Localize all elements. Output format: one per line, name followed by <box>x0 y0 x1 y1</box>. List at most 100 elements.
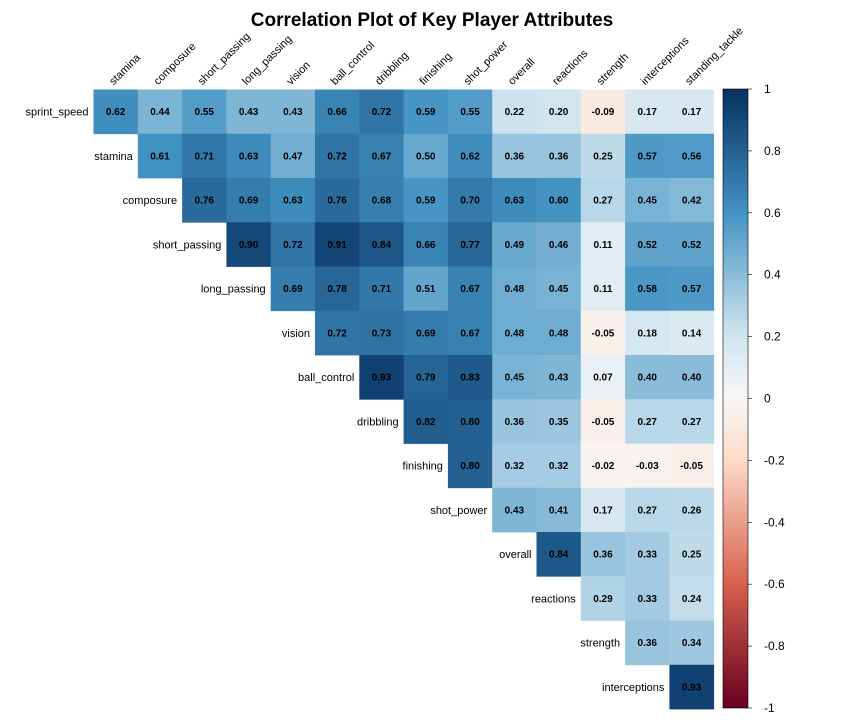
cell-value-label: 0.84 <box>549 550 569 561</box>
cell-value-label: 0.42 <box>682 196 702 207</box>
colorbar: 1 0.8 0.6 0.4 0.2 0 -0.2 -0.4 -0.6 -0.8 -1 <box>722 82 785 715</box>
colorbar-tick-label: -0.6 <box>764 577 785 591</box>
heatmap-cell <box>315 133 360 179</box>
heatmap-cell <box>226 133 272 179</box>
cell-value-label: 0.73 <box>372 328 392 339</box>
heatmap-cell <box>315 266 360 312</box>
heatmap-cell <box>359 310 404 356</box>
heatmap-cell <box>182 133 227 179</box>
heatmap-cell <box>580 178 626 223</box>
column-label: vision <box>284 59 312 87</box>
heatmap-cell <box>315 178 360 223</box>
cell-value-label: 0.67 <box>460 328 480 339</box>
row-label: overall <box>499 549 531 561</box>
heatmap-cell <box>270 222 316 267</box>
cell-value-label: 0.80 <box>460 461 480 472</box>
cell-value-label: 0.40 <box>638 373 658 384</box>
heatmap-cell <box>536 443 582 489</box>
cell-value-label: 0.20 <box>549 107 569 118</box>
heatmap-cell <box>669 576 715 621</box>
row-label: vision <box>282 328 310 340</box>
heatmap-cell <box>403 178 449 223</box>
heatmap-cell <box>403 310 449 356</box>
cell-value-label: 0.33 <box>638 594 658 605</box>
heatmap-cell <box>226 222 272 267</box>
heatmap-cell <box>447 222 493 267</box>
heatmap-cell <box>669 133 715 179</box>
row-label: finishing <box>403 461 443 473</box>
cell-value-label: 0.79 <box>416 373 436 384</box>
colorbar-tick-label: -1 <box>764 701 775 715</box>
colorbar-tick-label: 1 <box>764 82 771 96</box>
heatmap-cell <box>359 178 404 223</box>
cell-value-label: 0.27 <box>638 417 658 428</box>
chart-title: Correlation Plot of Key Player Attribute… <box>251 10 613 31</box>
cell-value-label: 0.33 <box>638 550 658 561</box>
column-label: overall <box>506 56 537 87</box>
heatmap-cell <box>669 89 715 135</box>
cell-value-label: 0.69 <box>283 284 303 295</box>
heatmap-cell <box>625 355 670 400</box>
heatmap-cell <box>536 399 582 444</box>
cell-value-label: 0.43 <box>283 107 303 118</box>
heatmap-cell <box>669 399 715 444</box>
heatmap-cell <box>182 178 227 223</box>
cell-value-label: 0.24 <box>682 594 702 605</box>
column-label: ball_control <box>329 39 377 87</box>
heatmap-cell <box>492 355 537 400</box>
cell-value-label: 0.55 <box>460 107 480 118</box>
heatmap-cell <box>625 532 670 577</box>
heatmap-cell <box>536 532 582 577</box>
heatmap-cell <box>270 133 316 179</box>
cell-value-label: 0.72 <box>283 240 303 251</box>
cell-value-label: 0.17 <box>682 107 702 118</box>
cell-value-label: 0.45 <box>505 373 525 384</box>
heatmap-cell <box>359 89 404 135</box>
cell-value-label: 0.60 <box>549 196 569 207</box>
cell-value-label: 0.25 <box>593 151 613 162</box>
cell-value-label: 0.57 <box>638 151 658 162</box>
heatmap-cell <box>359 266 404 312</box>
cell-value-label: 0.48 <box>505 328 525 339</box>
heatmap-cell <box>536 178 582 223</box>
heatmap-cell <box>447 133 493 179</box>
row-label: reactions <box>531 593 576 605</box>
cell-value-label: 0.41 <box>549 505 569 516</box>
cell-value-label: 0.43 <box>239 107 259 118</box>
heatmap-cell <box>580 355 626 400</box>
heatmap-cell <box>625 133 670 179</box>
heatmap-cell <box>625 487 670 533</box>
heatmap-cell <box>625 266 670 312</box>
heatmap-cell <box>536 310 582 356</box>
cell-value-label: 0.91 <box>327 240 347 251</box>
colorbar-tick-label: 0.8 <box>764 144 781 158</box>
colorbar-tick-label: 0.2 <box>764 330 781 344</box>
cell-value-label: 0.63 <box>283 196 303 207</box>
cell-value-label: 0.43 <box>549 373 569 384</box>
column-label: strength <box>595 51 632 88</box>
heatmap-cell <box>580 133 626 179</box>
colorbar-gradient <box>722 88 749 709</box>
cell-value-label: 0.25 <box>682 550 702 561</box>
cell-value-label: 0.43 <box>505 505 525 516</box>
heatmap-cell <box>625 620 670 666</box>
cell-value-label: -0.09 <box>592 107 615 118</box>
heatmap-cell <box>492 487 537 533</box>
heatmap-cell <box>403 355 449 400</box>
column-label: reactions <box>550 47 590 87</box>
cell-value-label: 0.55 <box>195 107 215 118</box>
heatmap-cell <box>492 178 537 223</box>
heatmap-cell <box>669 222 715 267</box>
cell-value-label: 0.63 <box>239 151 259 162</box>
heatmap-cell <box>669 620 715 666</box>
heatmap-cell <box>403 222 449 267</box>
heatmap-cell <box>669 487 715 533</box>
heatmap-cell <box>580 487 626 533</box>
cell-value-label: 0.47 <box>283 151 303 162</box>
heatmap-cell <box>492 222 537 267</box>
heatmap-cell <box>359 355 404 400</box>
heatmap-cell <box>403 133 449 179</box>
cell-value-label: 0.11 <box>593 240 612 251</box>
heatmap-cell <box>447 266 493 312</box>
